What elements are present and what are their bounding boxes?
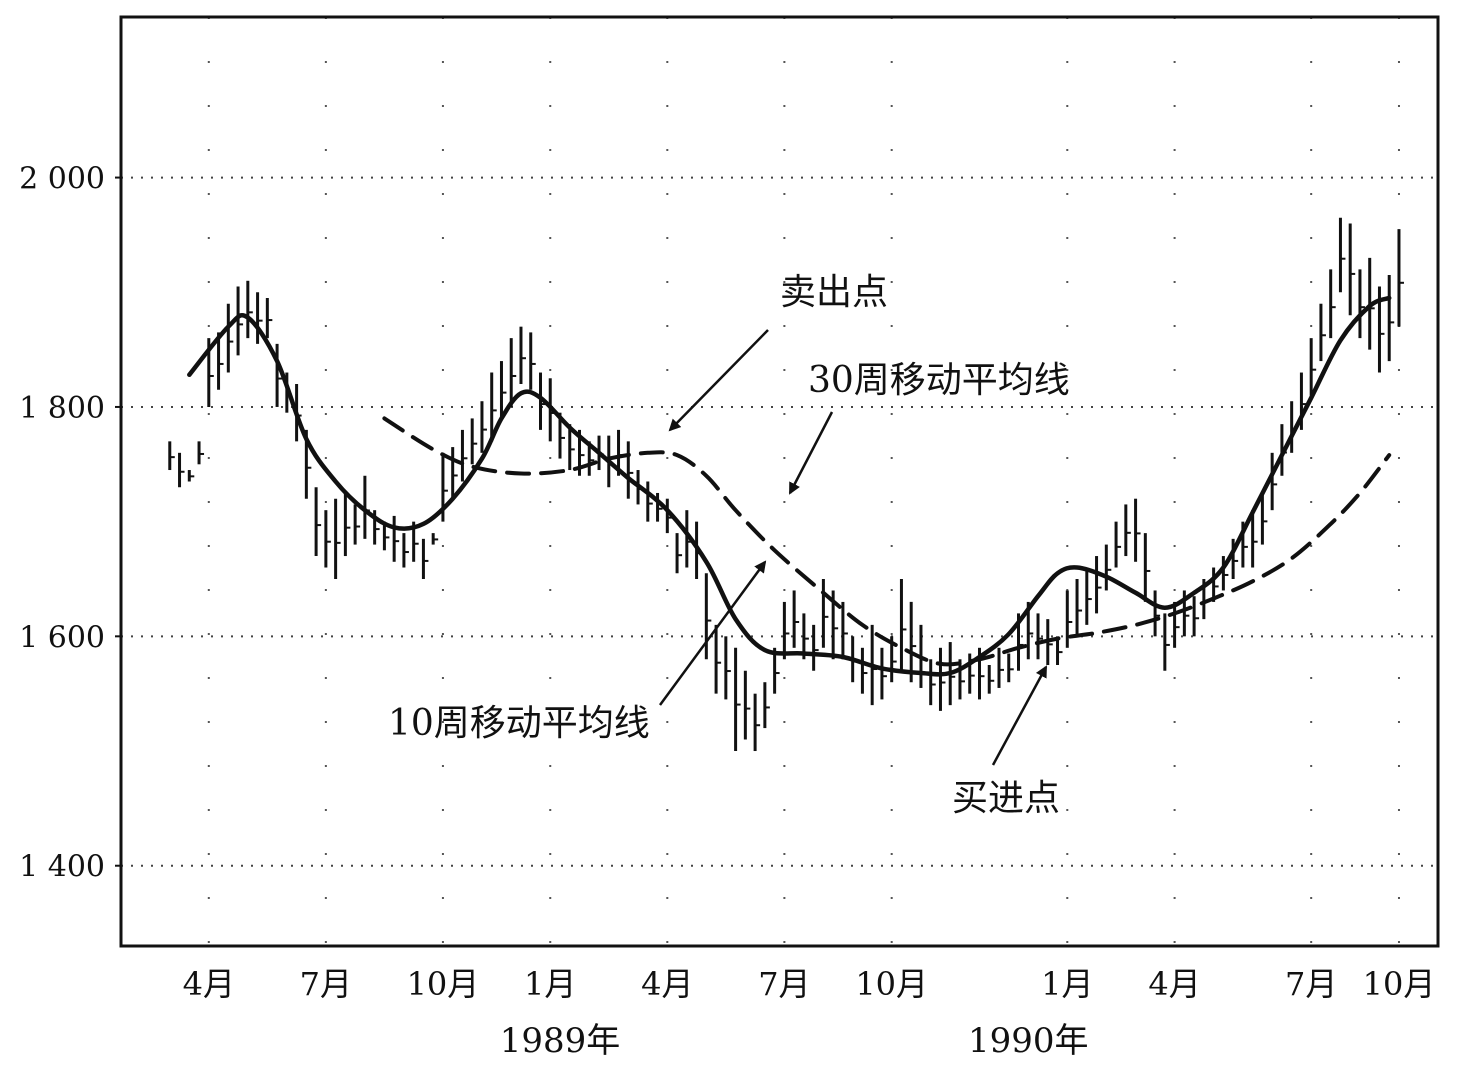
annotation-ma30-arrow <box>788 411 834 495</box>
x-tick-label: 10月 <box>1363 965 1436 1003</box>
x-tick-label: 7月 <box>758 965 810 1003</box>
y-tick-label: 1 600 <box>19 620 105 655</box>
year-label: 1989年 <box>500 1021 621 1061</box>
annotation-ma10-label: 10周移动平均线 <box>388 703 650 744</box>
x-tick-label: 10月 <box>407 965 480 1003</box>
x-tick-label: 1月 <box>1041 965 1093 1003</box>
price-bars <box>168 217 1404 752</box>
annotation-buy-label: 买进点 <box>952 778 1060 819</box>
x-tick-label: 7月 <box>1285 965 1337 1003</box>
annotation-ma30-label: 30周移动平均线 <box>808 360 1070 401</box>
annotation-ma30: 30周移动平均线 <box>788 360 1070 495</box>
annotation-sell: 卖出点 <box>668 272 888 432</box>
x-tick-label: 10月 <box>855 965 928 1003</box>
annotation-sell-arrow <box>668 329 769 432</box>
y-tick-label: 1 800 <box>19 391 105 426</box>
annotation-ma10: 10周移动平均线 <box>388 560 767 744</box>
year-label: 1990年 <box>968 1021 1089 1061</box>
plot-frame <box>119 15 1440 948</box>
y-axis: 2 000 1 800 1 600 1 400 <box>19 162 121 885</box>
x-axis: 4月 7月 10月 1月 4月 7月 10月 1月 4月 7月 10月 1989年 1990年 <box>183 965 1436 1061</box>
annotation-ma10-arrow <box>658 560 767 706</box>
ma10-line <box>187 295 1392 677</box>
annotation-buy: 买进点 <box>952 665 1060 819</box>
ma30-line <box>382 416 1392 667</box>
y-tick-label: 2 000 <box>19 162 105 197</box>
x-tick-label: 4月 <box>183 965 235 1003</box>
annotation-buy-arrow <box>991 665 1048 766</box>
x-tick-label: 7月 <box>300 965 352 1003</box>
moving-average-lines <box>187 295 1392 677</box>
x-tick-label: 4月 <box>1148 965 1200 1003</box>
x-tick-label: 1月 <box>524 965 576 1003</box>
annotation-sell-label: 卖出点 <box>780 272 888 313</box>
grid <box>121 17 1438 946</box>
x-tick-label: 4月 <box>641 965 693 1003</box>
y-tick-label: 1 400 <box>19 850 105 885</box>
